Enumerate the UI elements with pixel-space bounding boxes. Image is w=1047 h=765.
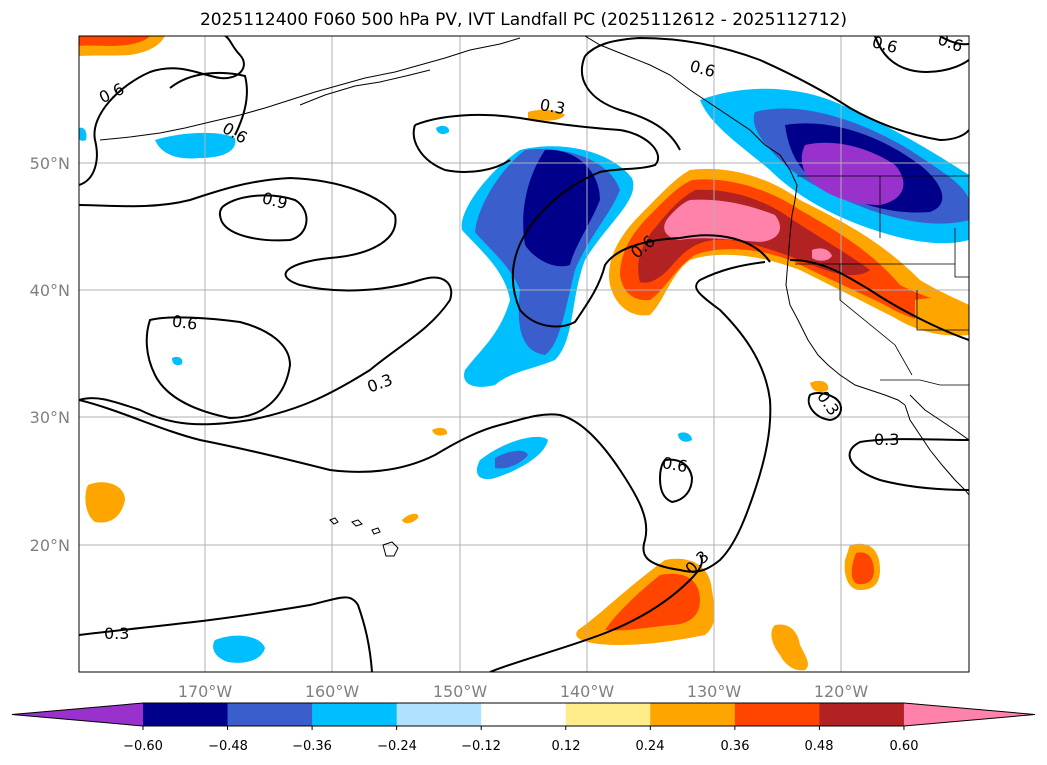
- negative-pv-anomaly-central: [461, 146, 634, 387]
- colorbar-tick-label: −0.60: [123, 739, 163, 754]
- contour-label: 0.3: [874, 430, 899, 449]
- colorbar-tick-labels: −0.60 −0.48 −0.36 −0.24 −0.12 0.12 0.24 …: [123, 739, 918, 754]
- graticule: [79, 36, 969, 672]
- map-frame: [78, 35, 970, 673]
- colorbar-tick-label: −0.24: [377, 739, 417, 754]
- colorbar-segment: [481, 703, 567, 726]
- contour-06-east: [874, 36, 969, 73]
- contour-06-ne: [939, 36, 969, 46]
- contour-03-se: [848, 438, 969, 491]
- contour-06-west: [145, 316, 292, 420]
- shade-orange-2: [771, 624, 808, 671]
- shade-redorange: [605, 573, 700, 631]
- contour-03-south: [79, 596, 373, 672]
- latitude-labels: 50°N 40°N 30°N 20°N: [30, 154, 70, 555]
- contour-03-south-b: [489, 554, 703, 672]
- lon-label: 140°W: [560, 682, 615, 701]
- lon-label: 170°W: [178, 682, 233, 701]
- positive-ivt-anomaly-south: [79, 36, 969, 671]
- lat-label: 50°N: [30, 154, 70, 173]
- contour-06-center: [584, 36, 969, 142]
- colorbar-segment: [312, 703, 398, 726]
- contour-label-group: 0.6 0.6 0.6 0.6 0.3 0.6 0.9 0.6 0.6 0.3 …: [96, 32, 966, 643]
- colorbar-segment: [734, 703, 820, 726]
- political-borders: [795, 175, 969, 386]
- colorbar-tick-label: 0.48: [805, 739, 834, 754]
- colorbar-extend-min: [12, 703, 143, 726]
- lon-label: 160°W: [305, 682, 360, 701]
- lat-label: 20°N: [30, 536, 70, 555]
- shade-orange-6: [528, 109, 565, 121]
- negative-pv-anomaly-northeast: [700, 88, 969, 244]
- colorbar-tick-label: 0.12: [552, 739, 581, 754]
- shade-redorange-3: [851, 552, 874, 585]
- colorbar-tick-label: 0.36: [721, 739, 750, 754]
- contour-03-big: [79, 176, 453, 426]
- contour-06-northwest-b: [169, 71, 248, 136]
- lat-label: 40°N: [30, 281, 70, 300]
- contour-label: 0.6: [171, 311, 199, 333]
- shade-pink-small: [812, 248, 832, 261]
- colorbar-segment: [143, 703, 229, 726]
- shade-redorange-5: [79, 36, 150, 46]
- contour-label: 0.6: [870, 32, 900, 57]
- shade-orange-7: [810, 380, 829, 392]
- contour-03-east: [789, 259, 969, 341]
- colorbar-segment: [819, 703, 905, 726]
- contour-label: 0.3: [104, 624, 129, 643]
- contour-06-northwest: [79, 36, 245, 186]
- shade-pink: [664, 199, 780, 242]
- contour-09: [218, 194, 308, 242]
- lat-label: 30°N: [30, 408, 70, 427]
- colorbar-tick-label: −0.36: [292, 739, 332, 754]
- longitude-labels: 170°W 160°W 150°W 140°W 130°W 120°W: [178, 682, 869, 701]
- contour-03-center-b: [412, 124, 511, 173]
- colorbar-segment: [650, 703, 736, 726]
- contour-label: 0.3: [538, 95, 566, 118]
- map-title: 2025112400 F060 500 hPa PV, IVT Landfall…: [199, 10, 847, 30]
- colorbar-segment: [227, 703, 313, 726]
- colorbar-segment: [396, 703, 482, 726]
- pv-contours: [79, 36, 969, 672]
- lon-label: 120°W: [814, 682, 869, 701]
- shade-orange-9: [432, 427, 448, 436]
- contour-06-center-b: [580, 55, 681, 151]
- contour-03-main: [79, 261, 772, 573]
- coastlines: [99, 36, 969, 557]
- colorbar-extend-max: [903, 703, 1035, 726]
- colorbar-tick-label: −0.48: [208, 739, 248, 754]
- contour-03-small: [807, 392, 842, 422]
- colorbar: [11, 702, 1036, 730]
- colorbar-segment: [565, 703, 651, 726]
- contour-03-center: [414, 113, 771, 328]
- shade-purple: [801, 142, 904, 205]
- contour-06-sub: [658, 458, 694, 504]
- colorbar-tick-label: −0.12: [461, 739, 501, 754]
- lon-label: 150°W: [433, 682, 488, 701]
- colorbar-tick-label: 0.60: [890, 739, 919, 754]
- shade-navy: [523, 149, 600, 267]
- lon-label: 130°W: [687, 682, 742, 701]
- shade-orange-4: [85, 482, 125, 523]
- contour-label: 0.6: [661, 453, 689, 476]
- colorbar-tick-label: 0.24: [636, 739, 665, 754]
- shade-orange-10: [402, 513, 419, 524]
- negative-small-spots: [79, 125, 692, 663]
